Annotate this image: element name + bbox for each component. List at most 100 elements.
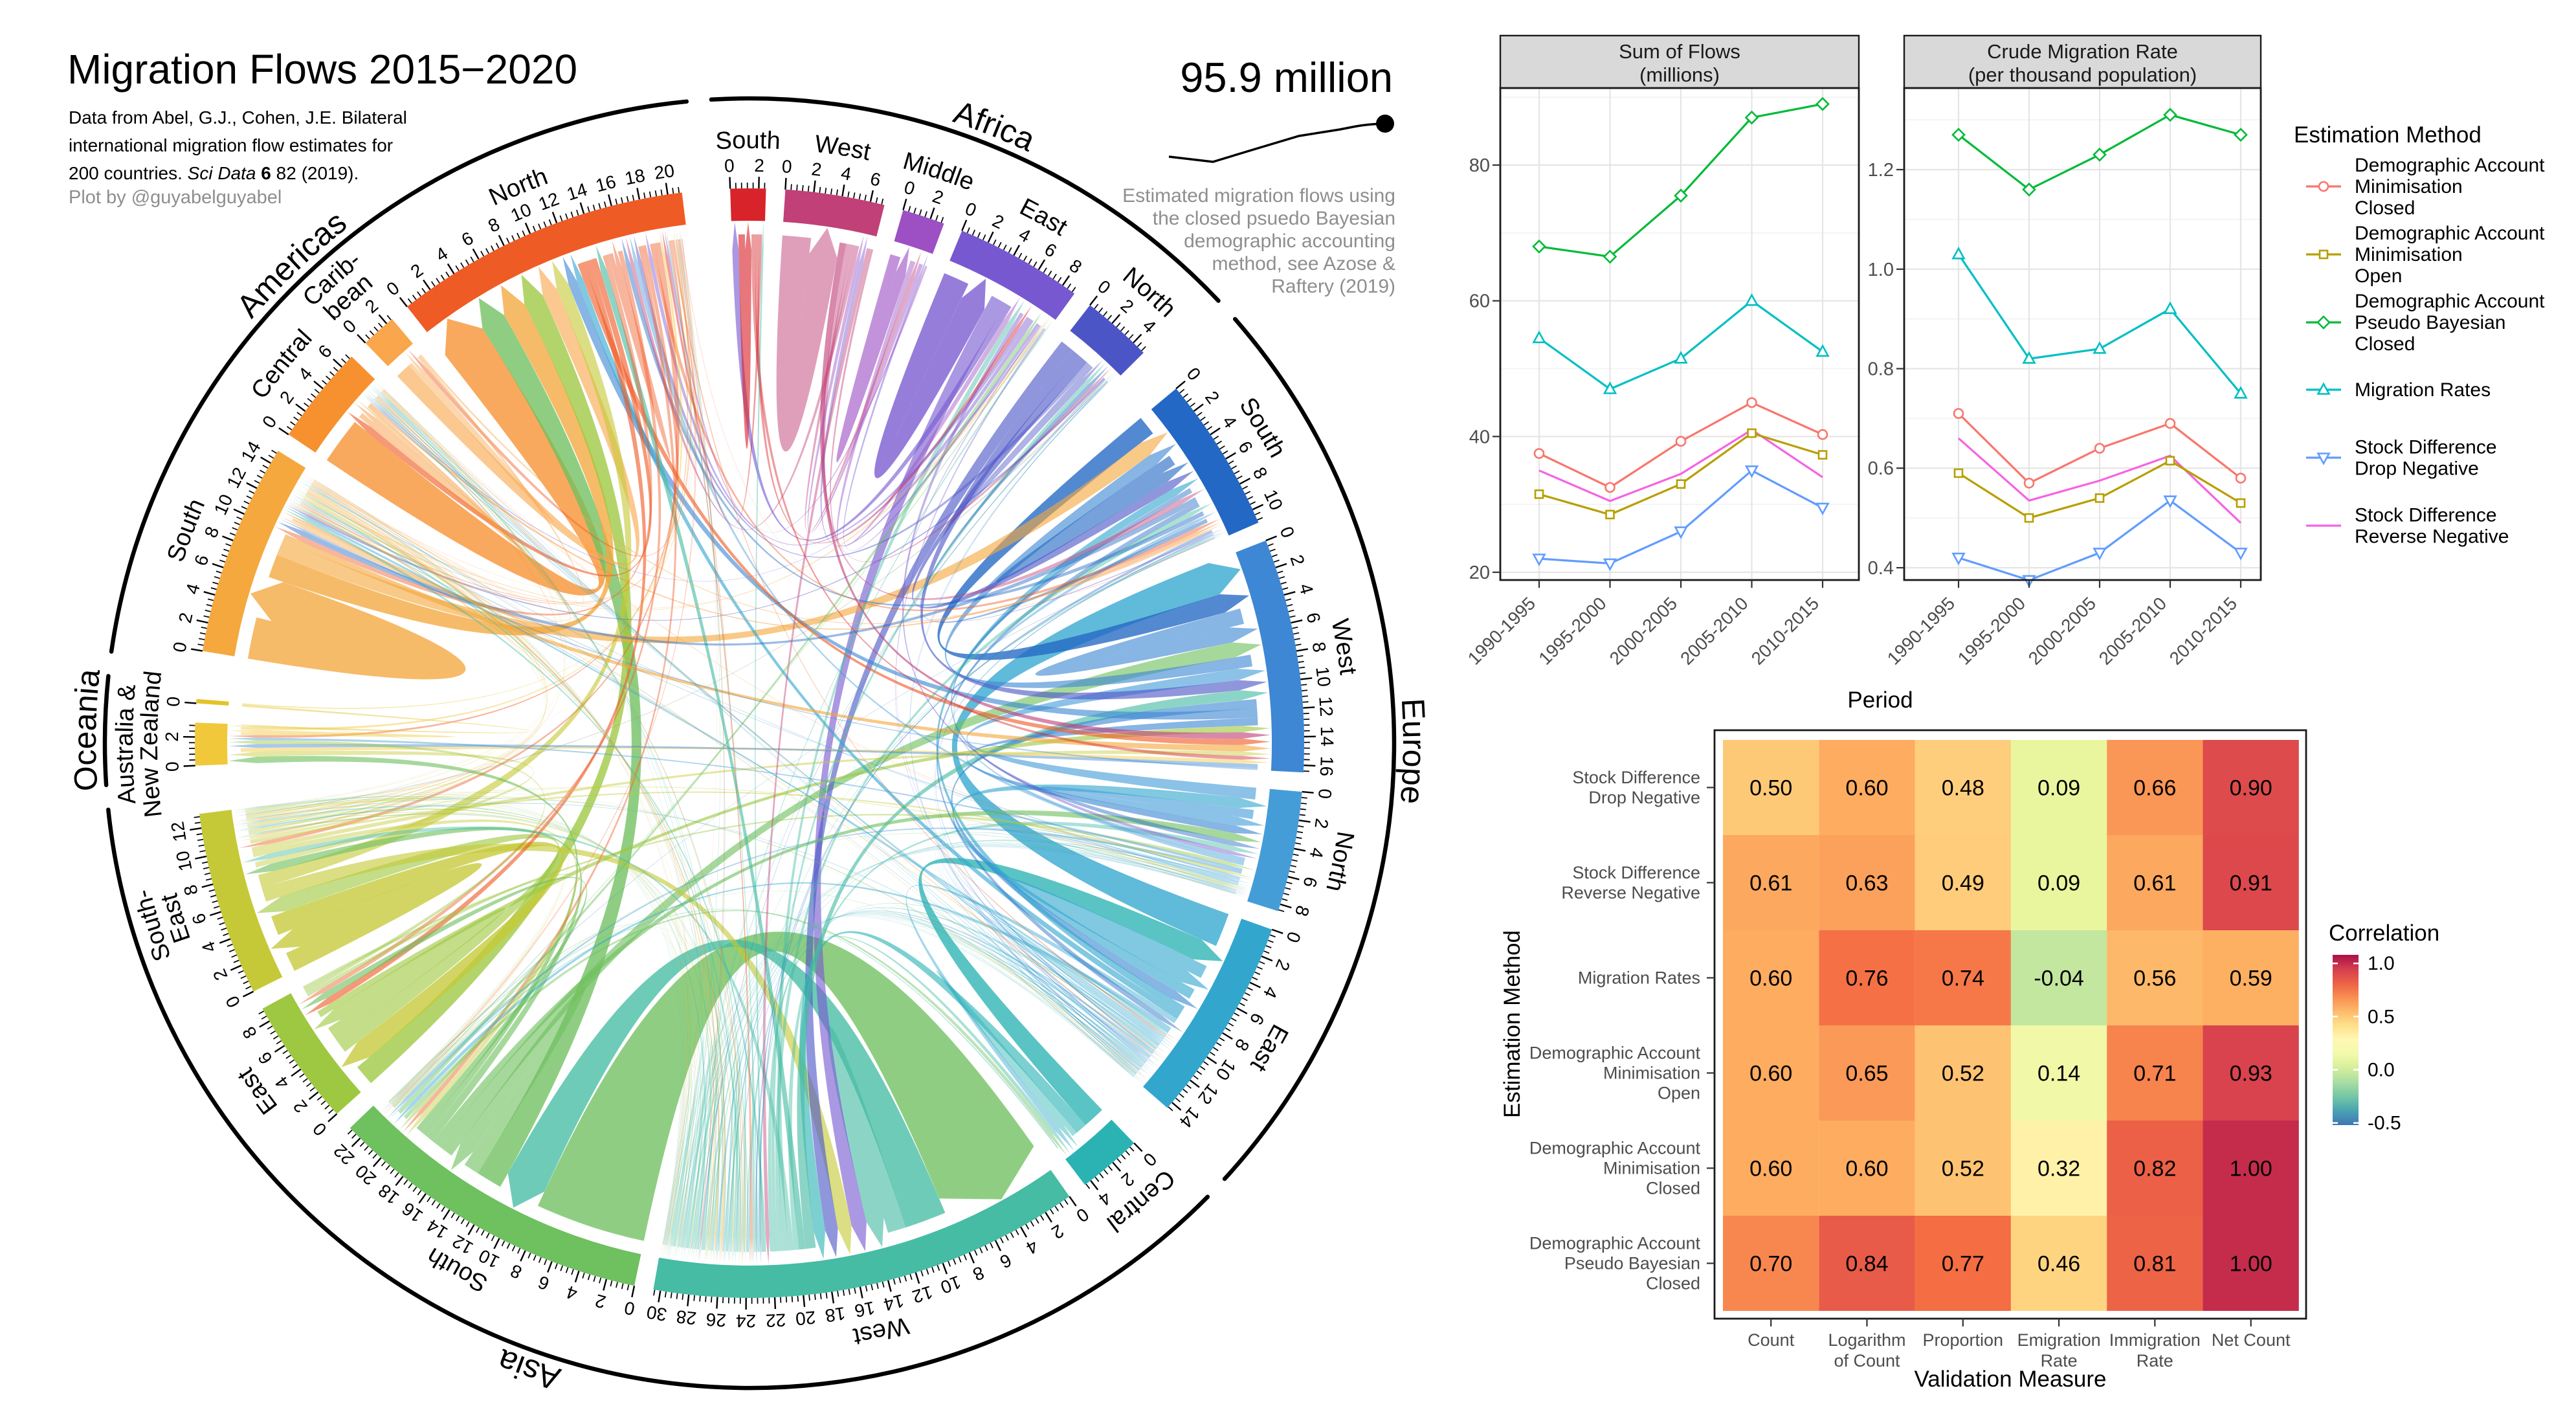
svg-text:Demographic Account: Demographic Account	[2355, 155, 2545, 176]
svg-text:Closed: Closed	[1646, 1274, 1700, 1293]
svg-text:20: 20	[1469, 563, 1490, 583]
svg-text:-0.04: -0.04	[2034, 966, 2084, 991]
svg-text:20: 20	[795, 1307, 817, 1329]
svg-text:0.4: 0.4	[1868, 558, 1894, 579]
svg-text:Reverse Negative: Reverse Negative	[2355, 526, 2509, 548]
svg-text:0.60: 0.60	[1845, 1157, 1888, 1181]
svg-text:28: 28	[675, 1306, 697, 1328]
svg-text:0.93: 0.93	[2230, 1062, 2272, 1086]
svg-text:Demographic Account: Demographic Account	[1529, 1044, 1701, 1063]
svg-text:0.09: 0.09	[2037, 871, 2080, 896]
svg-text:Pseudo Bayesian: Pseudo Bayesian	[2355, 312, 2506, 333]
svg-text:Minimisation: Minimisation	[1603, 1159, 1700, 1178]
svg-text:10: 10	[1312, 665, 1334, 688]
svg-text:Estimation Method: Estimation Method	[2294, 122, 2482, 148]
svg-text:8: 8	[180, 883, 202, 898]
svg-text:2: 2	[1311, 817, 1332, 830]
svg-text:14: 14	[1317, 726, 1337, 747]
svg-text:Stock Difference: Stock Difference	[2355, 437, 2497, 458]
svg-text:Migration Rates: Migration Rates	[2355, 379, 2491, 401]
svg-text:20: 20	[653, 161, 676, 183]
svg-text:0: 0	[623, 1297, 637, 1319]
svg-text:Australia &: Australia &	[111, 683, 142, 805]
svg-text:0.32: 0.32	[2037, 1157, 2080, 1181]
svg-text:0: 0	[169, 640, 190, 654]
svg-text:0.59: 0.59	[2230, 966, 2272, 991]
svg-text:0.76: 0.76	[1845, 966, 1888, 991]
svg-text:Sum of Flows: Sum of Flows	[1619, 40, 1740, 63]
svg-text:2: 2	[175, 610, 197, 625]
svg-text:18: 18	[623, 165, 647, 189]
svg-text:16: 16	[594, 172, 618, 196]
svg-text:0.5: 0.5	[2368, 1006, 2395, 1027]
svg-text:0.77: 0.77	[1942, 1252, 1984, 1277]
svg-text:26: 26	[705, 1310, 727, 1331]
svg-text:6: 6	[869, 168, 883, 190]
svg-text:1.0: 1.0	[2368, 953, 2395, 974]
svg-text:0.71: 0.71	[2133, 1062, 2176, 1086]
svg-text:1.00: 1.00	[2230, 1157, 2272, 1181]
svg-text:-0.5: -0.5	[2368, 1113, 2401, 1134]
svg-text:Closed: Closed	[2355, 197, 2415, 219]
svg-text:(millions): (millions)	[1639, 63, 1720, 86]
svg-text:Closed: Closed	[1646, 1179, 1700, 1198]
svg-text:0.09: 0.09	[2037, 776, 2080, 801]
svg-text:0: 0	[1315, 788, 1335, 799]
svg-text:0: 0	[724, 155, 735, 176]
svg-text:0.50: 0.50	[1749, 776, 1792, 801]
svg-text:Stock Difference: Stock Difference	[1572, 863, 1700, 882]
svg-text:14: 14	[882, 1290, 906, 1315]
svg-text:1.2: 1.2	[1868, 160, 1894, 181]
svg-text:0.49: 0.49	[1942, 871, 1984, 896]
svg-text:0.61: 0.61	[2133, 871, 2176, 896]
svg-text:2: 2	[162, 732, 182, 742]
svg-text:Europe: Europe	[1393, 697, 1432, 805]
svg-text:Proportion: Proportion	[1923, 1330, 2004, 1350]
svg-text:Stock Difference: Stock Difference	[2355, 505, 2497, 526]
svg-text:Migration Rates: Migration Rates	[1578, 968, 1700, 988]
svg-text:Reverse Negative: Reverse Negative	[1561, 883, 1700, 902]
svg-text:Period: Period	[1847, 687, 1913, 713]
svg-text:Stock Difference: Stock Difference	[1572, 768, 1700, 787]
svg-text:Minimisation: Minimisation	[2355, 244, 2463, 265]
svg-text:New Zealand: New Zealand	[136, 669, 168, 819]
svg-text:0.84: 0.84	[1845, 1252, 1888, 1277]
svg-text:0.70: 0.70	[1749, 1252, 1792, 1277]
svg-text:0.74: 0.74	[1942, 966, 1984, 991]
svg-text:4: 4	[1306, 846, 1327, 860]
svg-text:4: 4	[839, 163, 853, 184]
svg-text:Minimisation: Minimisation	[1603, 1064, 1700, 1083]
svg-text:Crude Migration Rate: Crude Migration Rate	[1987, 40, 2178, 63]
svg-text:Rate: Rate	[2137, 1351, 2173, 1370]
svg-text:0.56: 0.56	[2133, 966, 2176, 991]
svg-text:Logarithm: Logarithm	[1828, 1330, 1905, 1350]
svg-text:Immigration: Immigration	[2109, 1330, 2201, 1350]
svg-text:Count: Count	[1748, 1330, 1795, 1350]
svg-text:30: 30	[645, 1302, 669, 1325]
svg-text:0.61: 0.61	[1749, 871, 1792, 896]
svg-text:0.14: 0.14	[2037, 1062, 2080, 1086]
svg-text:2: 2	[754, 155, 764, 175]
svg-text:0.66: 0.66	[2133, 776, 2176, 801]
svg-text:0.6: 0.6	[1868, 458, 1894, 479]
svg-text:10: 10	[172, 849, 196, 873]
svg-text:Rate: Rate	[2041, 1351, 2078, 1370]
svg-text:8: 8	[1308, 640, 1329, 654]
svg-text:0.82: 0.82	[2133, 1157, 2176, 1181]
svg-text:South: South	[715, 127, 781, 155]
svg-text:Open: Open	[2355, 265, 2402, 287]
svg-text:0: 0	[781, 156, 793, 177]
svg-text:12: 12	[1315, 696, 1337, 717]
svg-text:18: 18	[824, 1303, 847, 1326]
svg-text:Pseudo Bayesian: Pseudo Bayesian	[1564, 1254, 1700, 1273]
svg-text:Minimisation: Minimisation	[2355, 176, 2463, 197]
svg-text:of Count: of Count	[1834, 1351, 1900, 1370]
svg-text:Emigration: Emigration	[2017, 1330, 2101, 1350]
svg-text:0: 0	[162, 761, 183, 772]
svg-text:22: 22	[765, 1310, 786, 1330]
svg-text:0.63: 0.63	[1845, 871, 1888, 896]
svg-text:0.60: 0.60	[1845, 776, 1888, 801]
svg-text:0.91: 0.91	[2230, 871, 2272, 896]
svg-text:60: 60	[1469, 291, 1490, 312]
svg-text:0.48: 0.48	[1942, 776, 1984, 801]
